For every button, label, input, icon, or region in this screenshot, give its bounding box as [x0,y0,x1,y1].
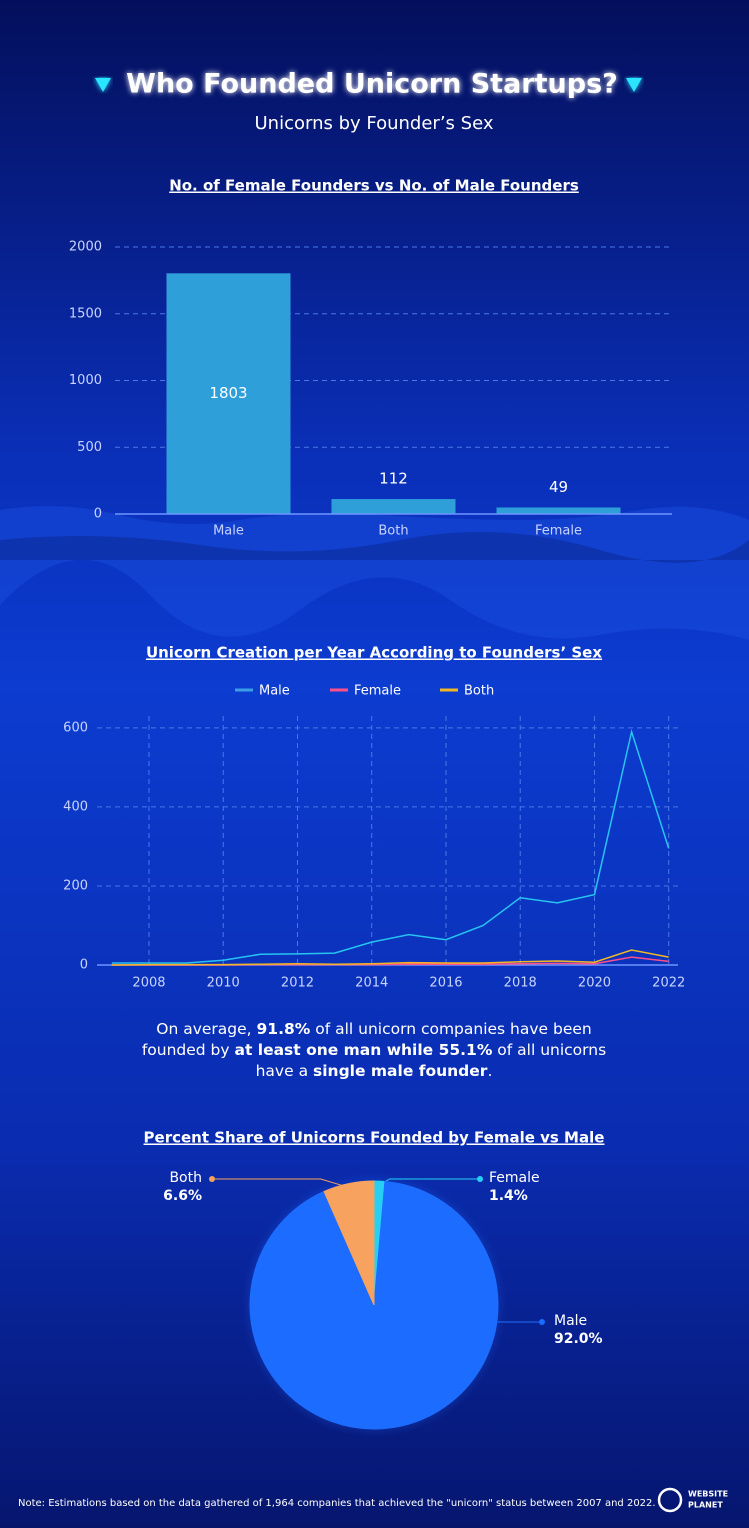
x-tick-label: 2012 [281,976,314,991]
leader-line [212,1178,350,1189]
pie-value-label: 92.0% [554,1331,603,1347]
pie-value-label: 6.6% [163,1188,202,1204]
summary-line: founded by at least one man while 55.1% … [142,1041,606,1059]
leader-line [379,1178,480,1186]
wave-decoration [0,532,749,563]
legend-label: Male [259,684,290,699]
pie-label: Female [489,1170,540,1186]
highlight: at least one man while 55.1% [234,1041,492,1059]
line-series [111,728,670,964]
summary-text: On average, 91.8% of all unicorn compani… [142,1020,606,1080]
legend-label: Both [464,684,494,699]
text-segment: of all unicorn companies have been [310,1020,591,1038]
text-segment: founded by [142,1041,235,1059]
leader-dot [209,1176,215,1182]
y-tick-label: 200 [63,878,88,893]
leader-dot [477,1176,483,1182]
bar [331,499,456,514]
text-segment: . [487,1062,492,1080]
y-tick-label: 400 [63,799,88,814]
x-tick-label: 2014 [355,976,388,991]
logo-text: PLANET [688,1501,723,1510]
y-tick-label: 1500 [69,306,102,321]
leader-line [393,1321,542,1424]
data-label: 49 [549,478,568,496]
y-tick-label: 500 [77,440,102,455]
chart-title: Unicorn Creation per Year According to F… [146,644,602,662]
bar [496,507,621,514]
title-marker [95,78,111,92]
highlight: single male founder [313,1062,488,1080]
summary-line: have a single male founder. [256,1062,493,1080]
text-segment: On average, [156,1020,256,1038]
x-tick-label: Both [378,524,408,539]
leader-dot [539,1319,545,1325]
y-tick-label: 0 [80,958,88,973]
title-marker [626,78,642,92]
data-label: 112 [379,470,408,488]
y-tick-label: 2000 [69,240,102,255]
pie-label: Male [554,1313,587,1329]
logo-icon [657,1487,683,1513]
pie-value-label: 1.4% [489,1188,528,1204]
logo-text: WEBSITE [688,1490,728,1499]
text-segment: have a [256,1062,313,1080]
chart-title: No. of Female Founders vs No. of Male Fo… [169,177,579,195]
pie-slice [249,1180,499,1430]
line-series [111,949,669,966]
y-tick-label: 0 [94,507,102,522]
highlight: 91.8% [257,1020,311,1038]
x-tick-label: 2016 [429,976,462,991]
text-segment: of all unicorns [492,1041,606,1059]
footnote: Note: Estimations based on the data gath… [18,1498,656,1509]
pie-slice [323,1180,375,1306]
bar [166,273,291,514]
summary-line: On average, 91.8% of all unicorn compani… [156,1020,592,1038]
page-title: Who Founded Unicorn Startups? [126,69,618,100]
data-label: 1803 [209,384,247,402]
x-tick-label: 2022 [652,976,685,991]
x-tick-label: Female [535,524,582,539]
x-tick-label: 2008 [132,976,165,991]
x-tick-label: 2020 [578,976,611,991]
x-tick-label: 2018 [504,976,537,991]
legend-label: Female [354,684,401,699]
page-subtitle: Unicorns by Founder’s Sex [255,113,494,134]
chart-title: Percent Share of Unicorns Founded by Fem… [144,1129,605,1147]
y-tick-label: 1000 [69,373,102,388]
x-tick-label: Male [213,524,244,539]
pie-label: Both [169,1170,202,1186]
x-tick-label: 2010 [207,976,240,991]
y-tick-label: 600 [63,720,88,735]
wave-decoration [0,506,749,640]
